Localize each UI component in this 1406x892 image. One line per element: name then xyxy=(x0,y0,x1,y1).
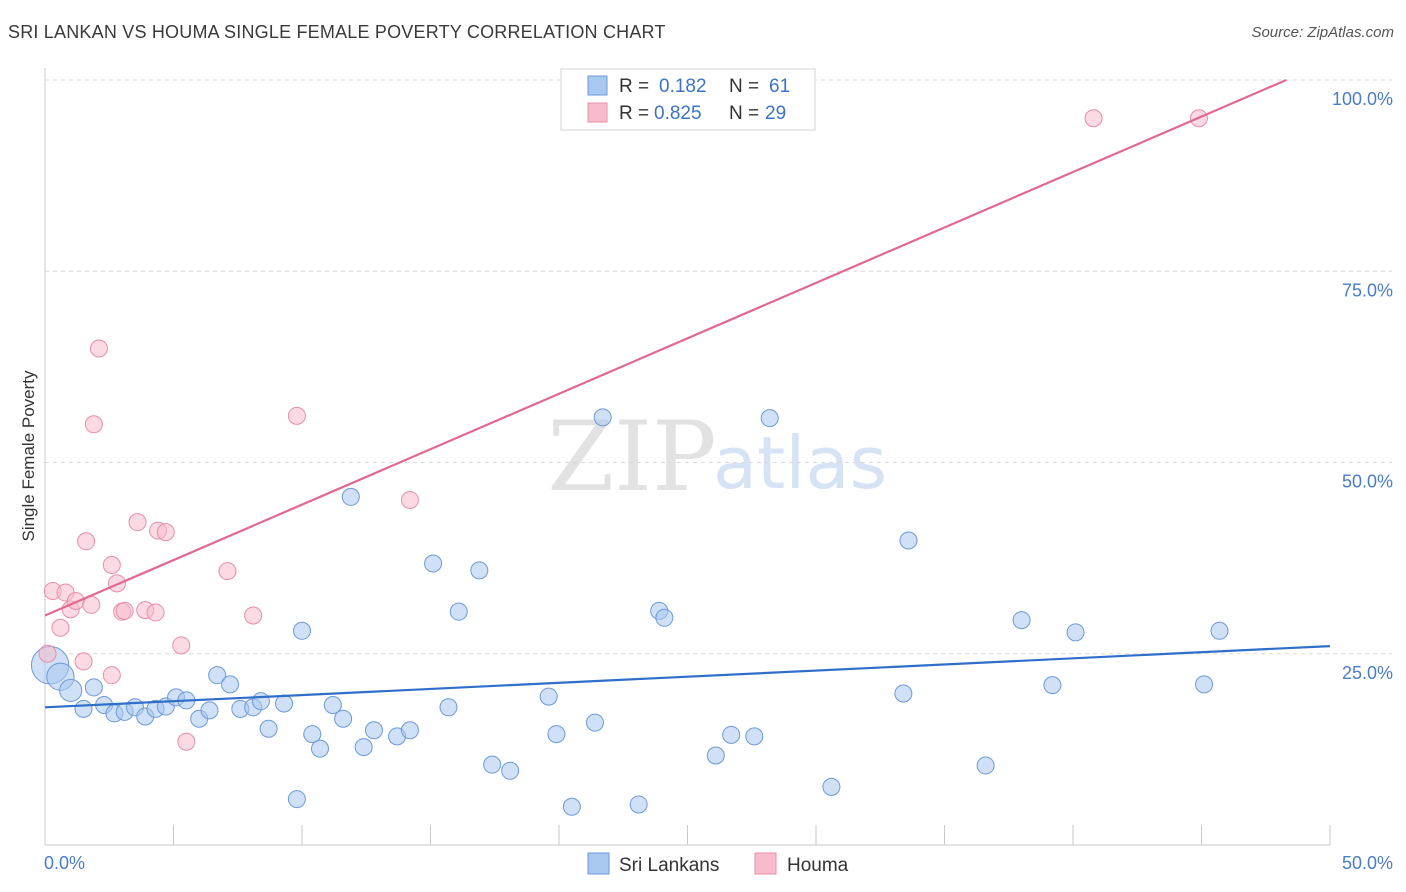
sri-lankans-point xyxy=(364,721,383,740)
sri-lankans-point xyxy=(303,725,322,744)
legend-r-label-1: R = xyxy=(619,76,649,97)
sri-lankans-point xyxy=(629,795,648,814)
bottom-legend-label-sri-lankans: Sri Lankans xyxy=(619,855,719,876)
axes: 25.0% 50.0% 75.0% 100.0% 0.0% 50.0% xyxy=(44,68,1393,873)
sri-lankans-point xyxy=(822,777,841,796)
sri-lankans-point xyxy=(722,725,741,744)
source-credit: Source: ZipAtlas.com xyxy=(1251,24,1394,41)
legend-n-value-2: 29 xyxy=(765,103,786,124)
sri-lankans-point xyxy=(400,721,419,740)
legend-swatch-sri-lankans xyxy=(587,75,608,96)
chart-title: SRI LANKAN VS HOUMA SINGLE FEMALE POVERT… xyxy=(8,22,666,42)
sri-lankans-point xyxy=(354,738,373,757)
sri-lankans-point xyxy=(899,531,918,550)
houma-point xyxy=(128,513,147,532)
sri-lankans-point xyxy=(501,761,520,780)
houma-point xyxy=(102,666,121,685)
houma-point xyxy=(400,490,419,509)
sri-lankans-point xyxy=(976,756,995,775)
legend-n-value-1: 61 xyxy=(769,76,790,97)
houma-point xyxy=(244,606,263,625)
houma-point xyxy=(84,415,103,434)
sri-lankans-point xyxy=(310,739,329,758)
sri-lankans-point xyxy=(287,790,306,809)
houma-point xyxy=(51,618,70,637)
legend-r-value-2: 0.825 xyxy=(654,103,702,124)
bottom-legend-swatch-houma xyxy=(754,852,777,875)
houma-point xyxy=(74,652,93,671)
houma-point xyxy=(287,406,306,425)
sri-lankans-point xyxy=(1066,623,1085,642)
sri-lankans-point xyxy=(439,698,458,717)
watermark-zip: ZIP xyxy=(547,401,716,513)
sri-lankans-point xyxy=(593,408,612,427)
sri-lankans-point xyxy=(208,666,227,685)
legend-n-label-2: N = xyxy=(729,103,759,124)
sri-lankans-point xyxy=(894,684,913,703)
sri-lankans-point xyxy=(341,487,360,506)
sri-lankans-point xyxy=(539,687,558,706)
sri-lankans-point xyxy=(1210,621,1229,640)
sri-lankans-point xyxy=(706,746,725,765)
houma-point xyxy=(115,601,134,620)
sri-lankans-point xyxy=(562,797,581,816)
bottom-legend-label-houma: Houma xyxy=(787,855,849,876)
x-tick-label-max: 50.0% xyxy=(1342,853,1393,873)
sri-lankans-point xyxy=(483,755,502,774)
sri-lankans-point xyxy=(251,692,270,711)
sri-lankans-point xyxy=(1195,675,1214,694)
sri-lankans-point xyxy=(470,561,489,580)
sri-lankans-point xyxy=(547,725,566,744)
gridlines xyxy=(45,79,1392,655)
sri-lankans-point xyxy=(221,675,240,694)
sri-lankans-point xyxy=(449,602,468,621)
y-tick-label: 100.0% xyxy=(1332,89,1393,109)
houma-point xyxy=(146,603,165,622)
legend: R = 0.182 N = 61 R = 0.825 N = 29 xyxy=(560,68,816,131)
houma-point xyxy=(38,644,57,663)
sri-lankans-point xyxy=(334,709,353,728)
y-tick-label: 25.0% xyxy=(1342,663,1393,683)
sri-lankans-point xyxy=(1043,676,1062,695)
y-tick-label: 75.0% xyxy=(1342,280,1393,300)
houma-point xyxy=(66,591,85,610)
sri-lankans-point xyxy=(424,554,443,573)
legend-r-value-1: 0.182 xyxy=(659,76,707,97)
sri-lankans-point xyxy=(760,409,779,428)
sri-lankans-point xyxy=(1012,611,1031,630)
houma-trend-line xyxy=(44,78,1287,617)
y-tick-label: 50.0% xyxy=(1342,472,1393,492)
houma-point xyxy=(156,523,175,542)
houma-point xyxy=(89,339,108,358)
sri-lankans-point xyxy=(585,713,604,732)
sri-lankans-point xyxy=(293,621,311,640)
houma-point xyxy=(172,636,191,655)
houma-point xyxy=(218,562,237,581)
sri-lankans-point xyxy=(323,696,342,715)
legend-r-label-2: R = xyxy=(619,103,649,124)
y-axis-title: Single Female Poverty xyxy=(19,370,38,542)
sri-lankans-point xyxy=(74,699,93,718)
houma-point xyxy=(177,732,196,751)
sri-lankans-point xyxy=(200,701,219,720)
legend-n-label-1: N = xyxy=(729,76,759,97)
bottom-legend-swatch-sri-lankans xyxy=(587,852,610,875)
trend-lines xyxy=(44,78,1331,709)
bottom-legend: Sri Lankans Houma xyxy=(587,852,849,876)
x-tick-label-min: 0.0% xyxy=(44,853,85,873)
sri-lankans-point xyxy=(84,678,103,697)
sri-lankans-point xyxy=(745,727,764,746)
houma-point xyxy=(1084,109,1103,128)
houma-point xyxy=(77,532,96,551)
sri-lankans-point xyxy=(59,678,83,703)
houma-point xyxy=(102,556,121,575)
sri-lankans-point xyxy=(275,694,294,713)
data-points xyxy=(30,109,1229,816)
sri-lankans-point xyxy=(655,608,674,627)
sri-lankans-trend-line xyxy=(44,645,1331,709)
sri-lankans-point xyxy=(259,719,278,738)
legend-swatch-houma xyxy=(587,102,608,123)
